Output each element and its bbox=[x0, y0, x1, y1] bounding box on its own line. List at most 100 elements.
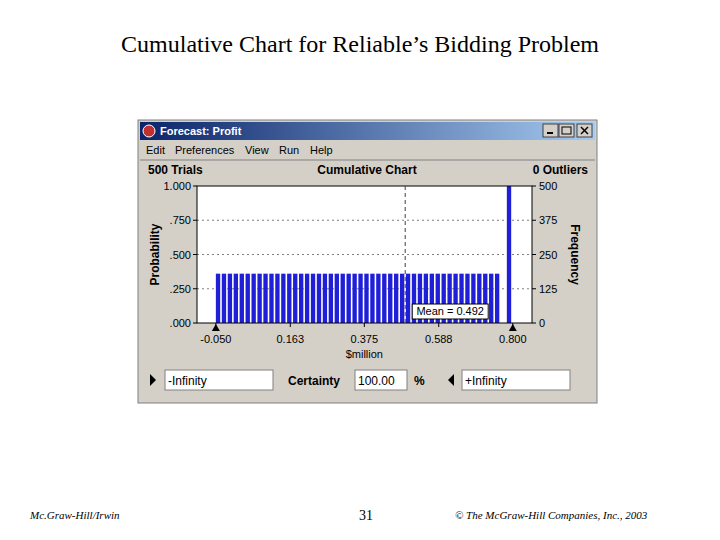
grid-line bbox=[197, 254, 532, 255]
x-tick bbox=[290, 323, 291, 327]
minimize-glyph bbox=[547, 132, 553, 134]
window bbox=[138, 120, 597, 403]
x-tick-label: 0.163 bbox=[277, 333, 305, 345]
y2-tick bbox=[532, 254, 536, 255]
y-tick bbox=[193, 220, 197, 221]
bar bbox=[311, 274, 315, 323]
bar bbox=[281, 274, 285, 323]
outliers: 0 Outliers bbox=[533, 163, 589, 177]
bar bbox=[495, 274, 499, 323]
bar bbox=[293, 274, 297, 323]
slide-title: Cumulative Chart for Reliable’s Bidding … bbox=[121, 31, 599, 57]
certainty-label: Certainty bbox=[288, 374, 340, 388]
plot-area bbox=[197, 186, 532, 323]
window-button[interactable] bbox=[543, 124, 558, 137]
bar bbox=[400, 274, 404, 323]
certainty-value: 100.00 bbox=[358, 374, 395, 388]
bar bbox=[269, 274, 273, 323]
bar bbox=[251, 274, 255, 323]
bars bbox=[216, 186, 511, 323]
bar bbox=[376, 274, 380, 323]
page-number: 31 bbox=[359, 508, 373, 523]
footer-right: © The McGraw-Hill Companies, Inc., 2003 bbox=[455, 509, 648, 521]
y-tick-label: .500 bbox=[170, 249, 191, 261]
bar bbox=[352, 274, 356, 323]
y-tick bbox=[193, 288, 197, 289]
bar bbox=[263, 274, 267, 323]
grid-line bbox=[197, 220, 532, 221]
mean-label-box bbox=[412, 304, 488, 319]
y2-tick-label: 250 bbox=[539, 249, 557, 261]
menu-item[interactable]: Preferences bbox=[175, 144, 235, 156]
close-glyph bbox=[581, 127, 588, 134]
bar bbox=[216, 274, 220, 323]
bar bbox=[275, 274, 279, 323]
menu-separator bbox=[140, 160, 595, 161]
close-glyph bbox=[581, 127, 588, 134]
slide: Cumulative Chart for Reliable’s Bidding … bbox=[0, 0, 720, 540]
y2-tick bbox=[532, 288, 536, 289]
y2-tick-label: 375 bbox=[539, 214, 557, 226]
x-axis-label: $million bbox=[346, 348, 383, 360]
certainty-low: -Infinity bbox=[168, 374, 207, 388]
y2-tick bbox=[532, 220, 536, 221]
y2-tick bbox=[532, 186, 536, 187]
menu-item[interactable]: Run bbox=[279, 144, 299, 156]
certainty-unit: % bbox=[414, 374, 425, 388]
y2-tick-label: 500 bbox=[539, 180, 557, 192]
title-bar bbox=[140, 122, 595, 140]
bar bbox=[323, 274, 327, 323]
x-tick-label: 0.800 bbox=[499, 333, 527, 345]
y2-axis-label: Frequency bbox=[568, 224, 582, 285]
grabber[interactable] bbox=[509, 324, 517, 331]
bar bbox=[335, 274, 339, 323]
arrow-right bbox=[448, 374, 454, 386]
trials: 500 Trials bbox=[148, 163, 203, 177]
bar bbox=[406, 274, 410, 323]
menu-item[interactable]: Edit bbox=[146, 144, 165, 156]
y2-tick-label: 0 bbox=[539, 317, 545, 329]
input-low[interactable] bbox=[165, 370, 273, 390]
y2-tick bbox=[532, 323, 536, 324]
x-tick-label: 0.375 bbox=[351, 333, 379, 345]
plot-frame bbox=[197, 186, 532, 323]
y-tick-label: 1.000 bbox=[163, 180, 191, 192]
bar bbox=[329, 274, 333, 323]
bar bbox=[240, 274, 244, 323]
x-tick-label: -0.050 bbox=[200, 333, 231, 345]
chart-title: Cumulative Chart bbox=[317, 163, 416, 177]
y-tick bbox=[193, 323, 197, 324]
x-tick bbox=[438, 323, 439, 327]
menu-item[interactable]: Help bbox=[310, 144, 333, 156]
bar bbox=[364, 274, 368, 323]
bar bbox=[299, 274, 303, 323]
mean-label: Mean = 0.492 bbox=[416, 305, 484, 317]
footer-left: Mc.Graw-Hill/Irwin bbox=[29, 509, 120, 521]
y-tick-label: .000 bbox=[170, 317, 191, 329]
y-tick-label: .750 bbox=[170, 214, 191, 226]
x-tick-label: 0.588 bbox=[425, 333, 453, 345]
arrow-left bbox=[150, 374, 156, 386]
window-button[interactable] bbox=[559, 124, 574, 137]
grabber[interactable] bbox=[212, 324, 220, 331]
y-tick-label: .250 bbox=[170, 283, 191, 295]
input-certainty[interactable] bbox=[355, 370, 407, 390]
y-axis-label: Probability bbox=[148, 223, 162, 285]
y-tick bbox=[193, 186, 197, 187]
menu-item[interactable]: View bbox=[245, 144, 269, 156]
bar bbox=[347, 274, 351, 323]
bar bbox=[257, 274, 261, 323]
x-tick bbox=[364, 323, 365, 327]
bar bbox=[489, 274, 493, 323]
certainty-high: +Infinity bbox=[465, 374, 507, 388]
input-high[interactable] bbox=[462, 370, 570, 390]
maximize-glyph bbox=[562, 127, 571, 134]
bar bbox=[222, 274, 226, 323]
y2-tick-label: 125 bbox=[539, 283, 557, 295]
bar bbox=[394, 274, 398, 323]
bar bbox=[370, 274, 374, 323]
bar bbox=[228, 274, 232, 323]
bar bbox=[341, 274, 345, 323]
bar bbox=[287, 274, 291, 323]
window-button[interactable] bbox=[577, 124, 592, 137]
